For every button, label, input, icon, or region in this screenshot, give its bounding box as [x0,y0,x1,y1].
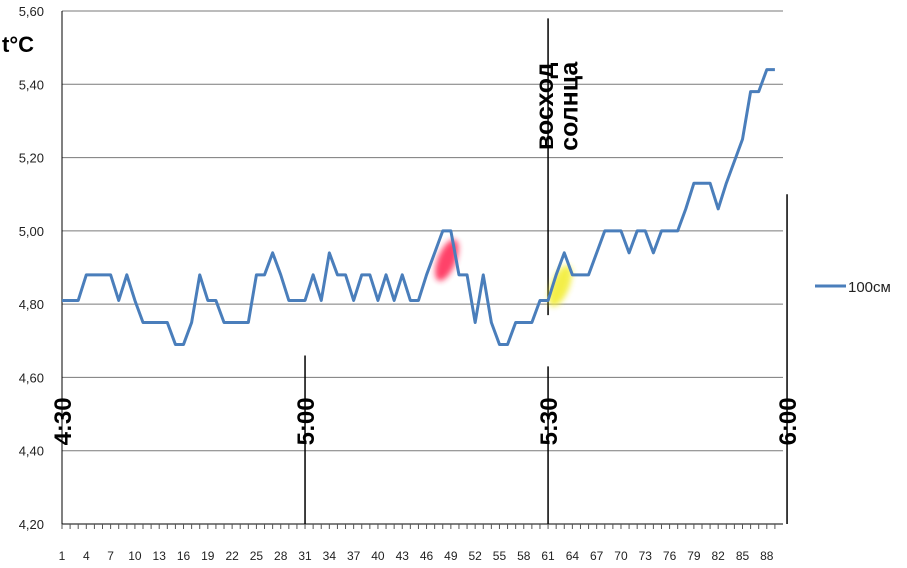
x-tick-label: 16 [177,549,191,563]
x-tick-label: 25 [250,549,264,563]
y-tick-label: 5,00 [19,224,44,239]
x-tick-label: 73 [639,549,653,563]
y-tick-label: 5,60 [19,4,44,19]
highlight-mark [435,239,459,281]
x-tick-label: 7 [107,549,114,563]
y-axis-ticks: 4,20 4,40 4,60 4,80 5,00 5,20 5,40 5,60 [19,4,44,532]
x-tick-label: 49 [444,549,458,563]
series-line [62,68,775,346]
x-tick-label: 64 [566,549,580,563]
highlight-mark [548,265,572,307]
y-tick-label: 4,40 [19,444,44,459]
y-tick-label: 5,20 [19,151,44,166]
x-tick-label: 88 [760,549,774,563]
time-marker-label: 6:00 [775,397,802,445]
legend-label: 100см [848,279,891,296]
x-axis-ticks: 1 4 7 10 13 16 19 22 25 28 31 34 37 40 43 46 49 52 55 58 61 6… [59,524,776,563]
highlight-marks [435,239,572,307]
x-tick-label: 76 [663,549,677,563]
y-tick-label: 4,80 [19,297,44,312]
x-tick-label: 58 [517,549,531,563]
legend: 100см [815,279,891,296]
x-tick-label: 79 [687,549,701,563]
x-tick-label: 28 [274,549,288,563]
x-tick-label: 19 [201,549,215,563]
x-tick-label: 55 [493,549,507,563]
annotation-label: восход [531,62,559,150]
x-tick-label: 70 [614,549,628,563]
x-tick-label: 43 [396,549,410,563]
x-tick-label: 22 [225,549,239,563]
time-marker-label: 5:30 [536,397,563,445]
y-tick-label: 4,60 [19,370,44,385]
x-tick-label: 85 [736,549,750,563]
time-marker-label: 4:30 [50,397,77,445]
y-axis-label: t°C [2,32,34,57]
annotation-label: солнца [555,61,583,151]
x-tick-label: 67 [590,549,604,563]
x-tick-label: 61 [541,549,555,563]
x-tick-label: 46 [420,549,434,563]
x-tick-label: 52 [468,549,482,563]
y-tick-label: 5,40 [19,77,44,92]
x-tick-label: 31 [298,549,312,563]
x-tick-label: 37 [347,549,361,563]
y-tick-label: 4,20 [19,517,44,532]
x-tick-label: 4 [83,549,90,563]
grid-lines [61,10,783,525]
x-tick-label: 34 [323,549,337,563]
time-markers: 4:30 5:00 5:30 6:00 [50,18,802,524]
series-lines [62,68,775,346]
x-tick-label: 13 [153,549,167,563]
x-tick-label: 82 [712,549,726,563]
time-marker-label: 5:00 [293,397,320,445]
x-tick-label: 40 [371,549,385,563]
x-tick-label: 10 [128,549,142,563]
x-tick-label: 1 [59,549,66,563]
